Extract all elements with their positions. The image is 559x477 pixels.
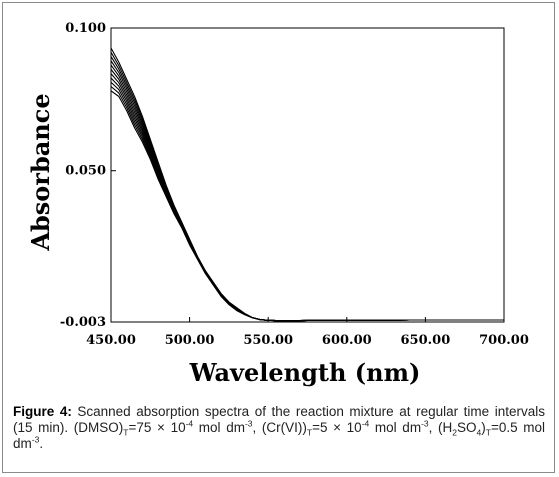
x-tick-label: 550.00 <box>243 333 293 348</box>
x-tick-group: 450.00 500.00 550.00 600.00 650.00 700.00 <box>86 317 529 348</box>
y-tick-group: -0.003 0.050 0.100 <box>60 21 116 330</box>
caption-label: Figure 4: <box>13 404 72 419</box>
figure-caption: Figure 4: Scanned absorption spectra of … <box>13 404 545 452</box>
y-tick-label: 0.050 <box>65 164 106 179</box>
y-tick-label: 0.100 <box>65 21 106 36</box>
caption-text: ) <box>481 420 486 435</box>
x-tick-label: 650.00 <box>401 333 451 348</box>
caption-superscript: -3 <box>31 434 40 445</box>
x-tick-label: 600.00 <box>322 333 372 348</box>
y-axis-label: Absorbance <box>26 93 55 251</box>
caption-text: , (H <box>428 420 453 435</box>
caption-subscript: 4 <box>476 427 482 438</box>
plot-area <box>110 27 505 323</box>
caption-text: mol dm <box>193 420 245 435</box>
caption-text: , (Cr(VI)) <box>252 420 307 435</box>
x-axis-label: Wavelength (nm) <box>189 358 421 387</box>
caption-text: SO <box>457 420 477 435</box>
caption-superscript: -3 <box>244 418 253 429</box>
caption-subscript: T <box>485 427 491 438</box>
caption-superscript: -4 <box>361 418 370 429</box>
x-tick-label: 450.00 <box>86 333 136 348</box>
caption-text: =75 × 10 <box>128 420 186 435</box>
caption-subscript: T <box>123 427 129 438</box>
caption-superscript: -4 <box>185 418 194 429</box>
caption-text: =5 × 10 <box>312 420 362 435</box>
x-tick-label: 500.00 <box>165 333 215 348</box>
x-tick-label: 700.00 <box>479 333 529 348</box>
caption-text: Scanned absorption spectra of the reacti… <box>13 404 545 435</box>
caption-subscript: 2 <box>452 427 457 438</box>
caption-text: . <box>39 436 44 451</box>
caption-subscript: T <box>306 427 313 438</box>
chart-svg: -0.003 0.050 0.100 450.00 500.00 550.00 600.0… <box>26 21 529 387</box>
spectrum-line-11 <box>110 90 504 322</box>
series-group <box>110 47 504 322</box>
y-tick-label: -0.003 <box>60 315 106 330</box>
caption-text: mol dm <box>369 420 422 435</box>
caption-text: =0.5 mol dm <box>13 420 546 451</box>
caption-superscript: -3 <box>421 418 429 429</box>
